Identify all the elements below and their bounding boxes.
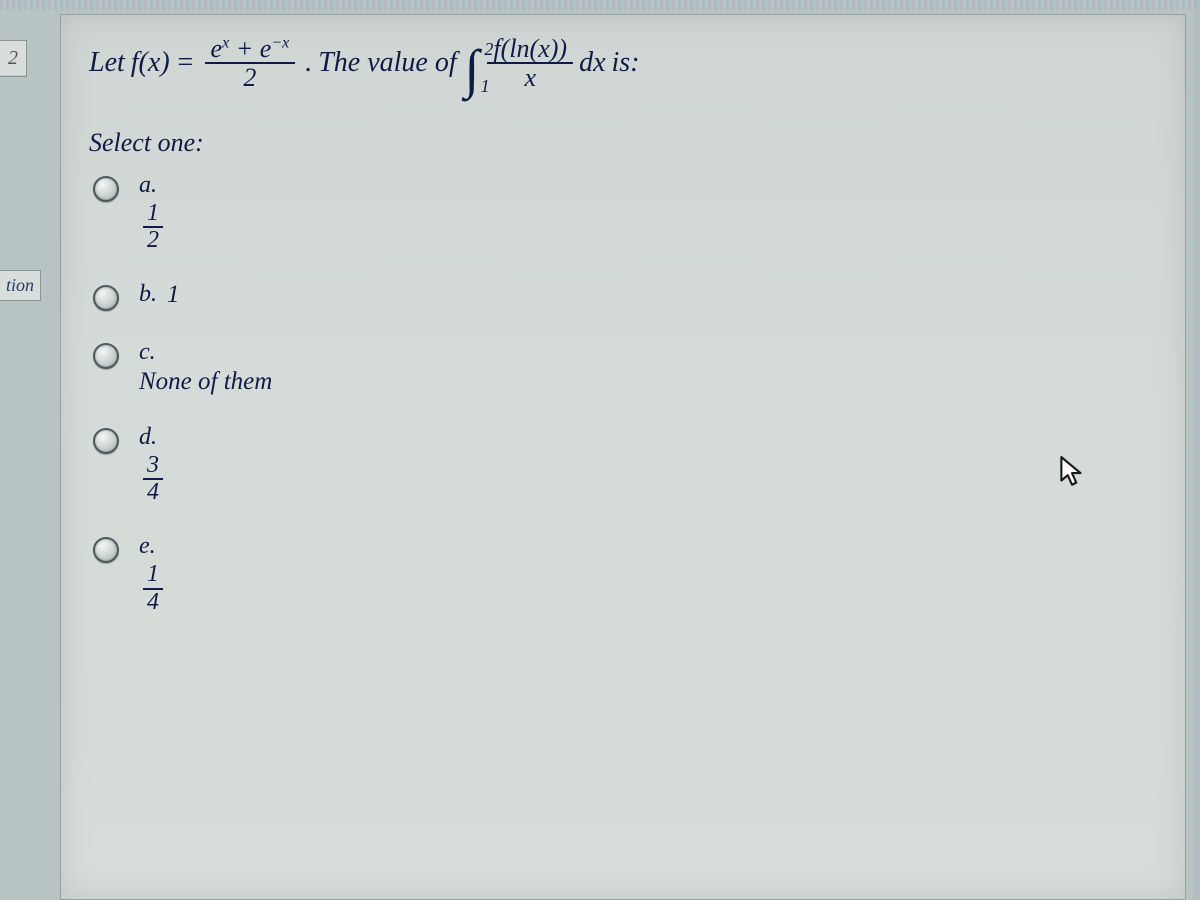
option-d-fraction: 3 4 (143, 453, 163, 505)
option-e-fraction: 1 4 (143, 562, 163, 614)
radio-option-b[interactable] (93, 285, 119, 311)
lcd-artifact-top (0, 0, 1200, 10)
option-letter-b: b. (139, 281, 157, 308)
question-box: Let f(x) = ex + e−x 2 . The value of ∫ 2… (60, 14, 1186, 900)
radio-option-a[interactable] (93, 176, 119, 202)
integral-upper: 2 (484, 42, 493, 56)
text-period: . (305, 41, 312, 86)
option-e-num: 1 (143, 562, 163, 589)
question-text: Let f(x) = ex + e−x 2 . The value of ∫ 2… (89, 35, 1157, 92)
option-a-fraction: 1 2 (143, 201, 163, 253)
integrand-num: f(ln(x)) (487, 35, 573, 64)
option-c-text: None of them (139, 368, 272, 396)
option-letter-a: a. (139, 172, 167, 199)
option-d: d. 3 4 (93, 424, 1157, 505)
integrand-fraction: f(ln(x)) x (487, 35, 573, 92)
option-a-den: 2 (143, 228, 163, 253)
option-a: a. 1 2 (93, 172, 1157, 253)
text-fx: f(x) (131, 41, 170, 86)
frac-den: 2 (237, 64, 262, 91)
text-eq: = (176, 41, 195, 86)
option-a-num: 1 (143, 201, 163, 228)
option-d-num: 3 (143, 453, 163, 480)
sidebar-label-fragment: tion (0, 270, 41, 301)
text-is: is: (612, 41, 640, 86)
integral-block: ∫ 2 1 f(ln(x)) x dx (463, 35, 606, 92)
option-c: c. None of them (93, 339, 1157, 396)
integral-lower: 1 (481, 79, 490, 93)
option-letter-c: c. (139, 339, 272, 366)
sidebar-question-number: 2 (0, 40, 27, 77)
frac-num: ex + e−x (205, 35, 296, 64)
text-dx: dx (579, 41, 605, 86)
integrand-den: x (518, 64, 542, 91)
option-e-den: 4 (143, 590, 163, 615)
option-letter-d: d. (139, 424, 167, 451)
option-d-den: 4 (143, 480, 163, 505)
option-letter-e: e. (139, 533, 167, 560)
option-b-text: 1 (167, 281, 180, 309)
radio-option-d[interactable] (93, 428, 119, 454)
sidebar-fragment: 2 tion (0, 0, 44, 900)
radio-option-c[interactable] (93, 343, 119, 369)
integral-sign-icon: ∫ 2 1 (465, 48, 480, 91)
option-e: e. 1 4 (93, 533, 1157, 614)
radio-option-e[interactable] (93, 537, 119, 563)
option-b: b. 1 (93, 281, 1157, 311)
text-value-of: The value of (318, 41, 456, 86)
fraction-definition: ex + e−x 2 (205, 35, 296, 92)
lcd-artifact-side (1194, 0, 1200, 900)
text-let: Let (89, 41, 125, 86)
select-one-label: Select one: (89, 128, 1157, 158)
